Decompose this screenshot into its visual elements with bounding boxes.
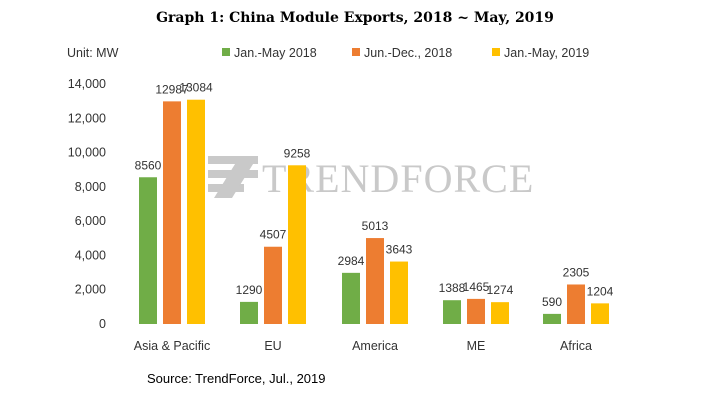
data-labels: 8560 1290 2984 1388 590 12987 4507 5013 1465 2305… [135,81,614,309]
data-label: 1204 [587,284,614,298]
y-tick-label: 0 [99,317,106,331]
bar [443,300,461,324]
bar [163,101,181,324]
y-tick-label: 4,000 [75,248,106,262]
data-label: 1290 [236,283,263,297]
y-tick-label: 8,000 [75,180,106,194]
y-tick-label: 10,000 [68,146,106,160]
bar [591,303,609,324]
x-tick-label: America [352,339,398,353]
bar [240,301,258,324]
data-label: 1465 [463,280,490,294]
data-label: 3643 [386,243,413,257]
bar [567,284,585,324]
data-label: 9258 [284,146,311,160]
legend-label: Jun.-Dec., 2018 [364,46,452,60]
y-tick-label: 14,000 [68,77,106,91]
data-label: 2984 [338,254,365,268]
legend-label: Jan.-May 2018 [234,46,317,60]
unit-label: Unit: MW [67,46,119,60]
legend: Jan.-May 2018 Jun.-Dec., 2018 Jan.-May, 20… [222,46,589,60]
legend-label: Jan.-May, 2019 [504,46,589,60]
y-axis: 0 2,000 4,000 6,000 8,000 10,000 12,000 14,000 [68,77,106,331]
y-tick-label: 12,000 [68,111,106,125]
data-label: 8560 [135,158,162,172]
data-label: 1274 [487,283,514,297]
legend-swatch [222,48,230,56]
x-tick-label: Asia & Pacific [134,339,210,353]
data-label: 12987 [155,82,189,96]
legend-swatch [352,48,360,56]
source-note: Source: TrendForce, Jul., 2019 [147,371,325,386]
bar [491,302,509,324]
chart-title: Graph 1: China Module Exports, 2018 ~ Ma… [156,10,554,26]
bar [264,246,282,324]
data-label: 590 [542,295,562,309]
bar [543,313,561,324]
legend-swatch [492,48,500,56]
watermark-text: TRENDFORCE [262,156,534,201]
bar [288,165,306,324]
x-tick-label: EU [264,339,281,353]
bar [390,261,408,324]
watermark-logo-icon [208,156,258,198]
y-tick-label: 6,000 [75,214,106,228]
data-label: 1388 [439,281,466,295]
x-tick-label: Africa [560,339,592,353]
bar [467,298,485,324]
bar [187,99,205,325]
y-tick-label: 2,000 [75,283,106,297]
x-tick-label: ME [467,339,486,353]
data-label: 4507 [260,228,287,242]
data-label: 2305 [563,265,590,279]
bar [366,238,384,324]
bars [139,99,609,325]
bar [139,177,157,324]
watermark: TRENDFORCE [208,156,534,201]
data-label: 13084 [179,81,213,95]
x-axis: Asia & Pacific EU America ME Africa [134,339,592,353]
data-label: 5013 [362,219,389,233]
bar [342,272,360,324]
